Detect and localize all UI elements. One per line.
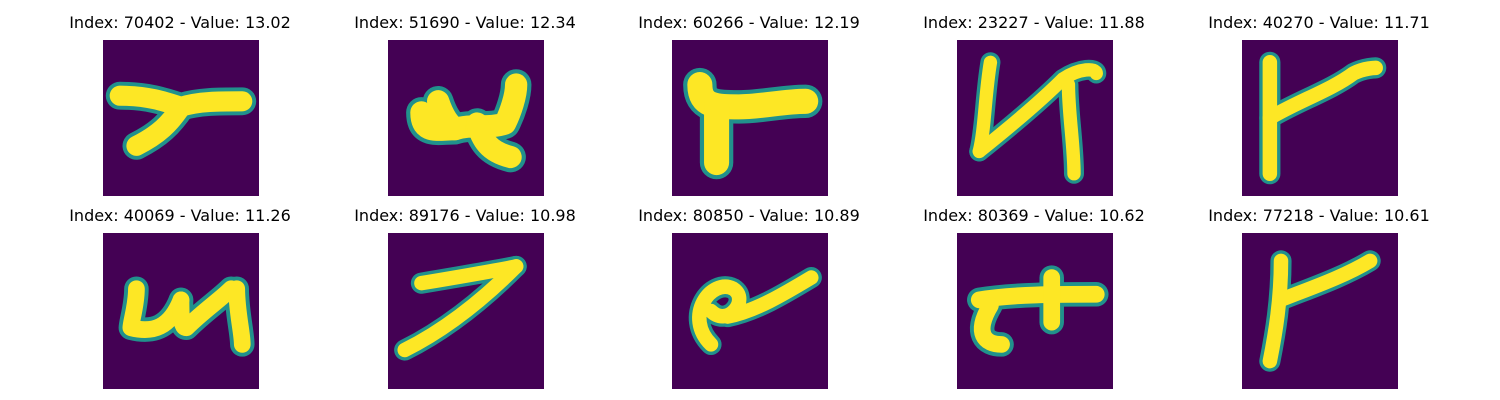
digit-panel-1: Index: 70402 - Value: 13.02	[50, 12, 310, 196]
digit-image	[1242, 40, 1398, 196]
digit-image	[388, 40, 544, 196]
panel-title: Index: 80369 - Value: 10.62	[923, 206, 1145, 225]
digit-image	[388, 233, 544, 389]
panel-title: Index: 23227 - Value: 11.88	[923, 13, 1145, 32]
digit-image	[103, 233, 259, 389]
panel-title: Index: 51690 - Value: 12.34	[354, 13, 576, 32]
digit-image	[957, 40, 1113, 196]
digit-image	[672, 40, 828, 196]
digit-panel-2: Index: 51690 - Value: 12.34	[335, 12, 595, 196]
digit-image	[1242, 233, 1398, 389]
digit-panel-10: Index: 77218 - Value: 10.61	[1189, 205, 1449, 389]
digit-panel-7: Index: 89176 - Value: 10.98	[335, 205, 595, 389]
digit-image	[103, 40, 259, 196]
digit-panel-6: Index: 40069 - Value: 11.26	[50, 205, 310, 389]
panel-title: Index: 60266 - Value: 12.19	[638, 13, 860, 32]
digit-image	[672, 233, 828, 389]
digit-panel-9: Index: 80369 - Value: 10.62	[904, 205, 1164, 389]
digit-panel-8: Index: 80850 - Value: 10.89	[619, 205, 879, 389]
digit-panel-3: Index: 60266 - Value: 12.19	[619, 12, 879, 196]
panel-title: Index: 89176 - Value: 10.98	[354, 206, 576, 225]
panel-title: Index: 40069 - Value: 11.26	[69, 206, 291, 225]
panel-title: Index: 40270 - Value: 11.71	[1208, 13, 1430, 32]
digit-image	[957, 233, 1113, 389]
digit-panel-4: Index: 23227 - Value: 11.88	[904, 12, 1164, 196]
digit-panel-5: Index: 40270 - Value: 11.71	[1189, 12, 1449, 196]
panel-title: Index: 70402 - Value: 13.02	[69, 13, 291, 32]
panel-title: Index: 77218 - Value: 10.61	[1208, 206, 1430, 225]
panel-title: Index: 80850 - Value: 10.89	[638, 206, 860, 225]
